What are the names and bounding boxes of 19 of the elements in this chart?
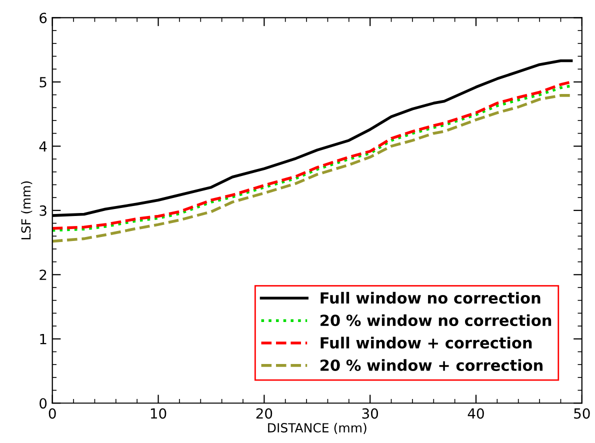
y-tick-label: 4 — [39, 141, 47, 152]
x-tick-label: 40 — [468, 408, 484, 419]
legend-label: 20 % window no correction — [320, 314, 552, 326]
legend-label: Full window + correction — [320, 336, 532, 349]
x-tick-label: 30 — [362, 408, 378, 419]
y-tick-label: 6 — [40, 12, 47, 24]
y-tick-label: 0 — [40, 398, 47, 409]
y-tick-label: 3 — [40, 205, 46, 216]
y-tick-label: 5 — [40, 77, 46, 88]
legend-label: 20 % window + correction — [320, 359, 543, 372]
x-tick-label: 20 — [256, 408, 272, 419]
y-tick-label: 1 — [40, 334, 46, 344]
x-tick-label: 50 — [574, 408, 590, 419]
x-axis-title: DISTANCE (mm) — [268, 422, 366, 434]
x-tick-label: 0 — [48, 408, 56, 419]
y-tick-label: 2 — [40, 270, 46, 280]
legend-label: Full window no correction — [320, 292, 540, 304]
x-tick-label: 10 — [150, 408, 166, 419]
y-axis-title: LSF (mm) — [21, 181, 32, 240]
